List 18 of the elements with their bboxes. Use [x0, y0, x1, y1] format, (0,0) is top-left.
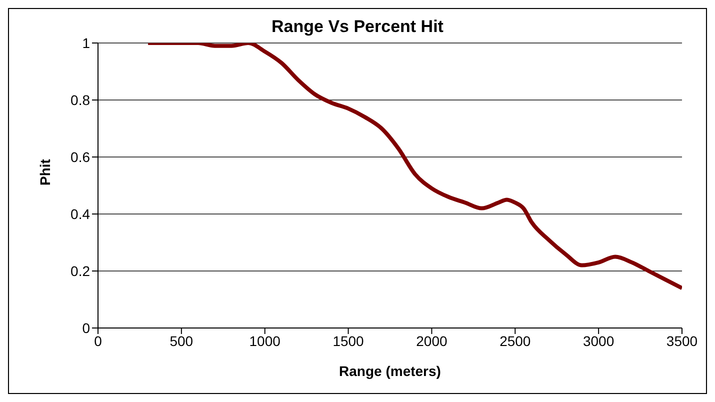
- y-tick-label: 0.4: [70, 206, 90, 222]
- x-tick-label: 500: [170, 332, 194, 349]
- x-tick-label: 2000: [416, 332, 448, 349]
- x-tick-label: 0: [94, 332, 102, 349]
- y-tick-label: 0.6: [70, 148, 90, 165]
- y-tick-label: 0.2: [70, 262, 90, 279]
- y-tick-label: 0.8: [70, 92, 90, 108]
- x-tick-label: 3500: [666, 332, 698, 349]
- x-tick-label: 1000: [249, 332, 281, 349]
- x-tick-label: 2500: [500, 332, 531, 349]
- line-series: [146, 43, 682, 290]
- x-axis-title: Range (meters): [339, 363, 441, 379]
- y-tick-label: 1: [82, 34, 90, 51]
- y-tick-label: 0: [82, 320, 90, 336]
- x-tick-label: 1500: [332, 332, 364, 349]
- y-axis-title: Phit: [36, 158, 53, 186]
- x-tick-label: 3000: [582, 332, 614, 349]
- chart-title: Range Vs Percent Hit: [272, 17, 444, 36]
